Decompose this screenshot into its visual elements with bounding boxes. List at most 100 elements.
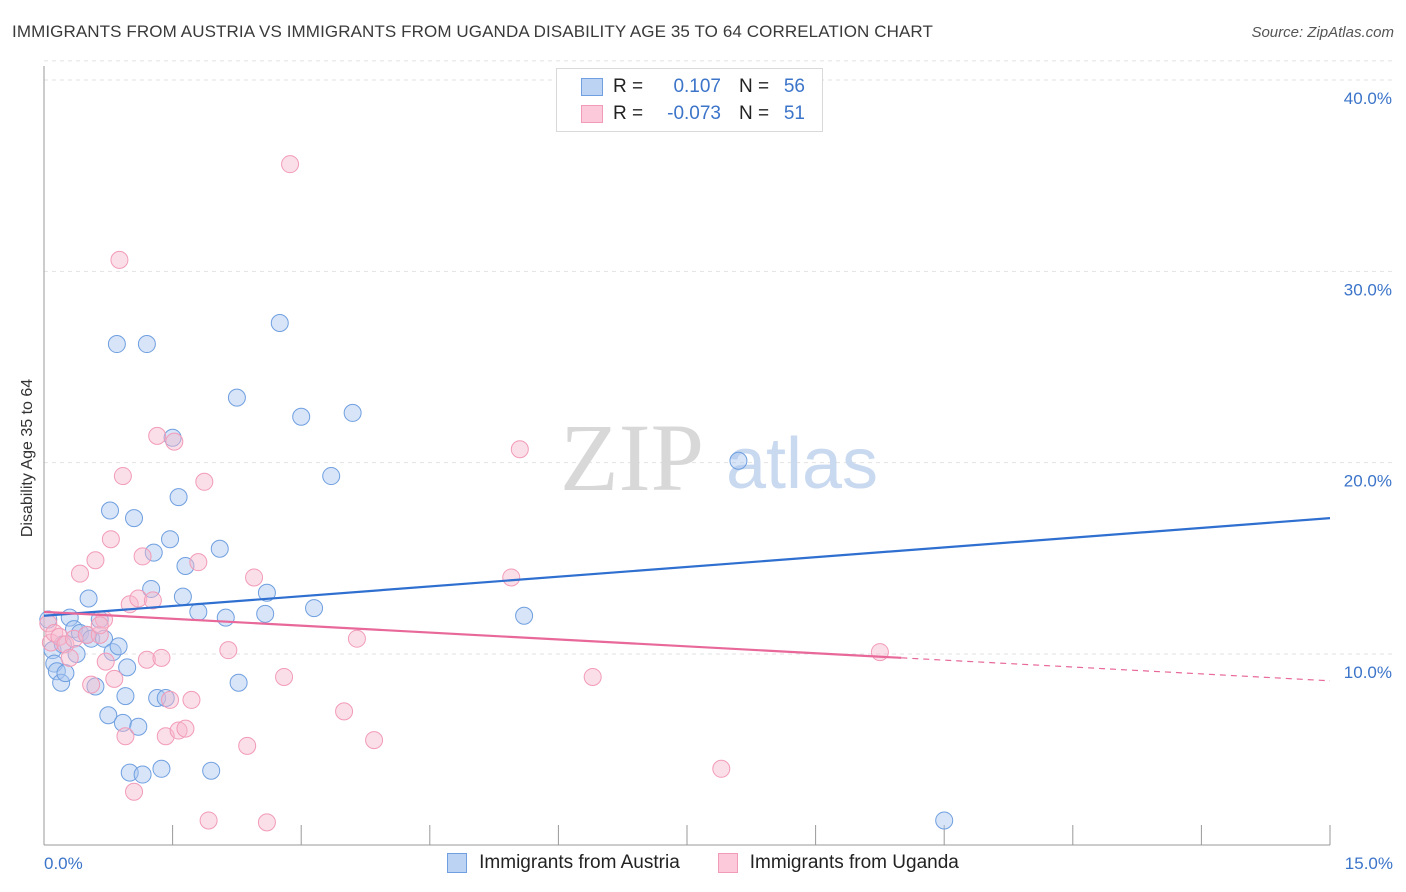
uganda-point [96, 652, 115, 671]
uganda-point [41, 633, 60, 652]
uganda-point [133, 547, 152, 566]
uganda-point [101, 530, 120, 549]
uganda-point [148, 426, 167, 445]
austria-point [99, 706, 118, 725]
stats-legend: R = 0.107 N = 56 R = -0.073 N = 51 [556, 68, 823, 132]
uganda-point [365, 731, 384, 750]
uganda-point [77, 625, 96, 644]
uganda-point [125, 782, 144, 801]
legend-row-uganda: R = -0.073 N = 51 [581, 101, 805, 127]
uganda-point [169, 721, 188, 740]
austria-n-label: N = [739, 76, 770, 97]
uganda-point [60, 648, 79, 667]
austria-point [227, 388, 246, 407]
uganda-point [113, 467, 132, 486]
uganda-point [195, 472, 214, 491]
austria-point [173, 587, 192, 606]
uganda-point [116, 727, 135, 746]
austria-point [125, 509, 144, 528]
uganda-point [189, 553, 208, 572]
y-tick-label-10: 10.0% [1344, 663, 1392, 682]
uganda-point [165, 432, 184, 451]
austria-point [107, 335, 126, 354]
y-tick-label-30: 30.0% [1344, 280, 1392, 299]
uganda-point [105, 669, 124, 688]
austria-point [322, 467, 341, 486]
austria-point [270, 313, 289, 332]
austria-point [161, 530, 180, 549]
austria-point [109, 637, 128, 656]
austria-point [56, 664, 75, 683]
y-tick-label-20: 20.0% [1344, 472, 1392, 491]
austria-point [216, 608, 235, 627]
austria-point [935, 811, 954, 830]
uganda-point [245, 568, 264, 587]
uganda-swatch [581, 105, 603, 123]
austria-points [39, 313, 954, 830]
austria-point [52, 673, 71, 692]
tick-labels: 10.0% 20.0% 30.0% 40.0% 0.0% 15.0% [44, 89, 1393, 873]
source-credit: Source: ZipAtlas.com [1251, 24, 1394, 41]
series-legend: Immigrants from Austria Immigrants from … [0, 852, 1406, 874]
austria-point [305, 599, 324, 618]
chart-title: IMMIGRANTS FROM AUSTRIA VS IMMIGRANTS FR… [12, 22, 933, 41]
austria-n-value: 56 [783, 76, 805, 97]
y-tick-label-40: 40.0% [1344, 89, 1392, 108]
axes [43, 66, 1331, 846]
uganda-point [238, 736, 257, 755]
watermark-zip: ZIP [560, 404, 704, 511]
uganda-points [39, 155, 889, 832]
austria-point [118, 658, 137, 677]
austria-point [137, 335, 156, 354]
uganda-point [583, 667, 602, 686]
uganda-point [143, 591, 162, 610]
austria-point [79, 589, 98, 608]
austria-point [189, 602, 208, 621]
x-tick-label-max: 15.0% [1345, 854, 1393, 873]
uganda-point [281, 155, 300, 174]
austria-point [257, 583, 276, 602]
uganda-point [347, 629, 366, 648]
uganda-n-label: N = [739, 103, 770, 124]
austria-point [256, 604, 275, 623]
uganda-point [176, 719, 195, 738]
austria-point [116, 687, 135, 706]
uganda-legend-label: Immigrants from Uganda [749, 852, 959, 873]
uganda-point [199, 811, 218, 830]
trend-lines [43, 517, 1331, 682]
uganda-point [510, 440, 529, 459]
uganda-point [335, 702, 354, 721]
uganda-point [182, 690, 201, 709]
uganda-point [110, 250, 129, 269]
austria-point [210, 539, 229, 558]
austria-point [202, 761, 221, 780]
austria-legend-label: Immigrants from Austria [479, 852, 680, 873]
uganda-trend-line [43, 610, 902, 659]
uganda-point [56, 635, 75, 654]
austria-point [113, 713, 132, 732]
uganda-r-value: -0.073 [667, 103, 721, 124]
watermark-atlas: atlas [726, 424, 878, 504]
uganda-point [275, 667, 294, 686]
austria-point [515, 606, 534, 625]
austria-legend-swatch [447, 853, 468, 873]
uganda-point [137, 650, 156, 669]
uganda-point [90, 616, 109, 635]
uganda-point [71, 564, 90, 583]
legend-row-austria: R = 0.107 N = 56 [581, 74, 805, 100]
uganda-point [129, 589, 148, 608]
austria-point [152, 759, 171, 778]
austria-point [133, 765, 152, 784]
uganda-r-label: R = [613, 103, 644, 124]
austria-point [142, 579, 161, 598]
austria-r-value: 0.107 [673, 76, 721, 97]
austria-trend-line [43, 517, 1331, 617]
uganda-point [257, 813, 276, 832]
uganda-point [86, 551, 105, 570]
uganda-legend-swatch [717, 853, 738, 873]
uganda-n-value: 51 [783, 103, 805, 124]
x-tick-label-min: 0.0% [44, 854, 83, 873]
austria-point [169, 488, 188, 507]
uganda-point [82, 675, 101, 694]
austria-point [144, 543, 163, 562]
